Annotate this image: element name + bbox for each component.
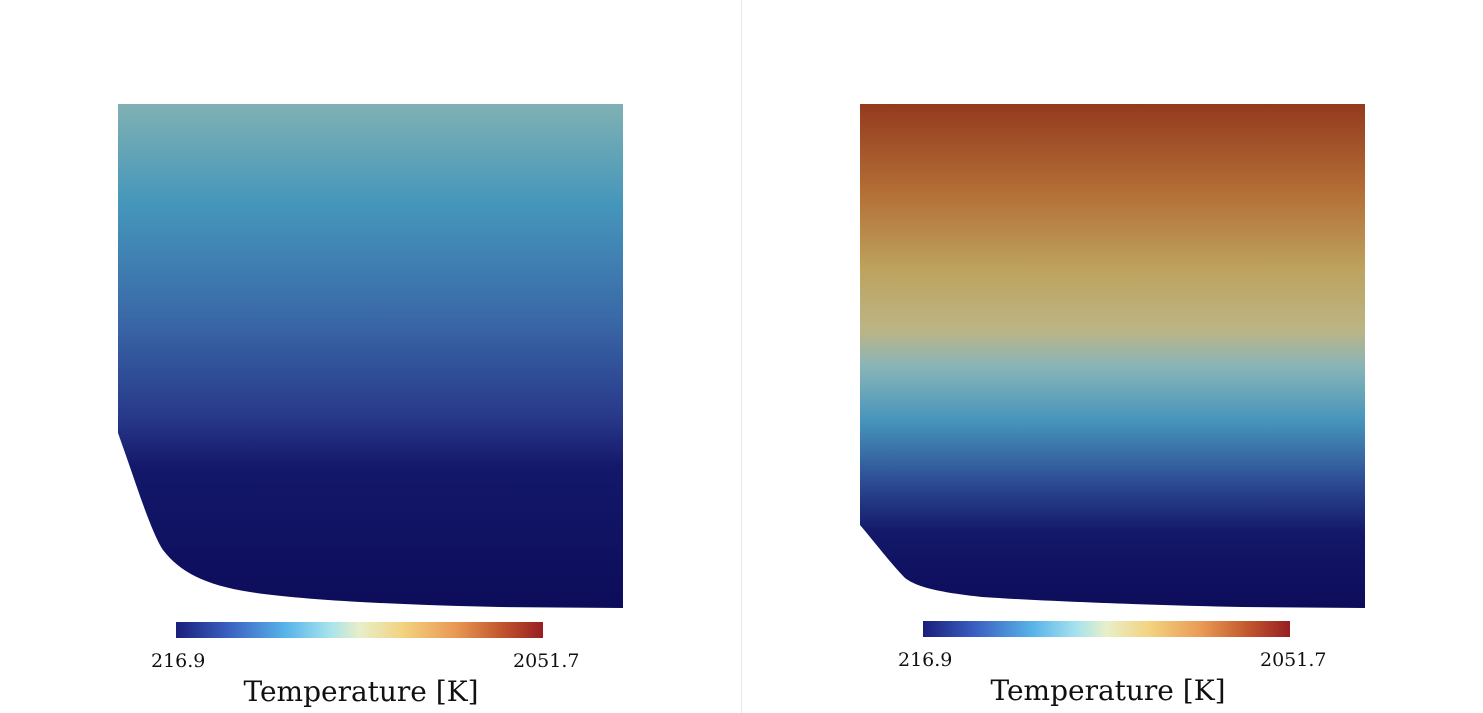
- left-colorbar: [176, 622, 543, 638]
- right-render-panel: 216.9 2051.7 Temperature [K]: [742, 0, 1483, 713]
- panel-divider: [741, 0, 742, 713]
- left-colorbar-title: Temperature [K]: [243, 675, 479, 708]
- left-domain-shape: [118, 104, 623, 608]
- left-colorbar-min-label: 216.9: [151, 650, 206, 672]
- right-colorbar-title: Temperature [K]: [990, 674, 1226, 707]
- right-colorbar-max-label: 2051.7: [1260, 649, 1327, 671]
- right-temperature-field: [860, 104, 1365, 608]
- left-colorbar-max-label: 2051.7: [513, 650, 580, 672]
- right-colorbar: [923, 621, 1290, 637]
- right-colorbar-min-label: 216.9: [898, 649, 953, 671]
- left-temperature-field: [118, 104, 623, 608]
- right-domain-shape: [860, 104, 1365, 608]
- left-render-panel: 216.9 2051.7 Temperature [K]: [0, 0, 741, 713]
